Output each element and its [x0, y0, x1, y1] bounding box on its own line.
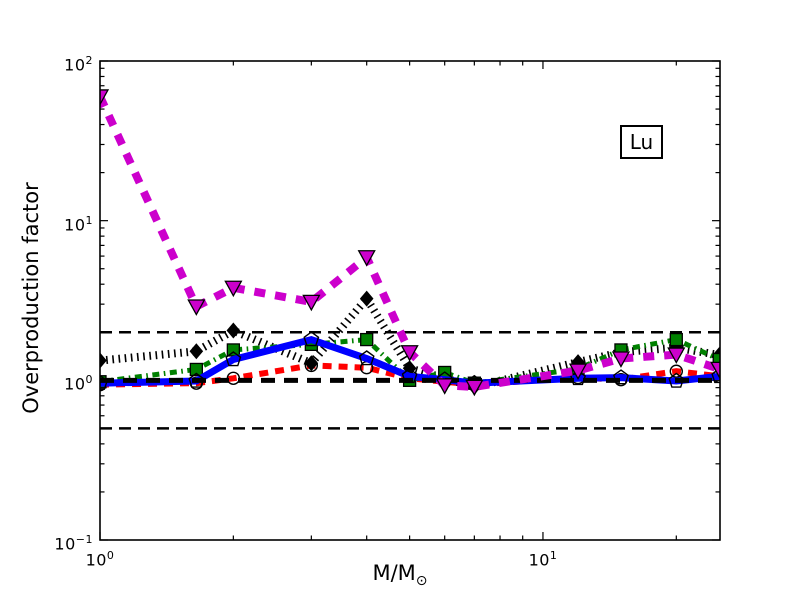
series-line-magenta-dashed — [100, 94, 720, 391]
marker-triangle-down — [302, 294, 321, 312]
marker-triangle-down — [667, 347, 686, 364]
ytick-base: 10 — [64, 374, 86, 394]
marker-square — [360, 332, 374, 347]
ytick-base: 10 — [54, 534, 76, 554]
x-axis-label: M/M⊙ — [372, 561, 427, 589]
marker-pentagon — [358, 350, 375, 366]
element-annotation-text: Lu — [629, 130, 654, 154]
ytick-label-0p1: 10−1 — [29, 528, 93, 555]
y-axis-label: Overproduction factor — [19, 182, 43, 414]
marker-triangle-down — [100, 89, 110, 106]
ytick-base: 10 — [64, 215, 86, 235]
marker-diamond — [304, 355, 319, 372]
marker-triangle-down — [400, 345, 419, 362]
marker-triangle-down — [568, 363, 588, 380]
marker-diamond — [189, 343, 204, 360]
marker-diamond — [359, 290, 374, 307]
marker-square — [669, 332, 683, 347]
ytick-label-10: 101 — [29, 209, 93, 236]
ytick-exp: 2 — [85, 54, 93, 67]
marker-pentagon — [612, 369, 629, 385]
xtick-label-10: 101 — [503, 544, 583, 571]
ytick-base: 10 — [64, 55, 86, 75]
marker-diamond — [100, 352, 107, 369]
x-axis-label-text: M/M — [372, 560, 416, 585]
ytick-exp: 0 — [85, 373, 93, 386]
marker-pentagon — [303, 331, 320, 347]
marker-diamond — [571, 354, 585, 371]
ytick-label-100: 102 — [29, 49, 93, 76]
ytick-exp: −1 — [75, 533, 93, 546]
marker-pentagon — [711, 367, 720, 384]
marker-triangle-down — [435, 378, 454, 395]
marker-triangle-down — [611, 351, 631, 368]
marker-triangle-down — [224, 280, 243, 298]
plot-border — [99, 60, 721, 541]
marker-triangle-down — [357, 250, 376, 267]
xtick-exp: 0 — [106, 549, 115, 562]
xtick-exp: 1 — [549, 549, 558, 562]
marker-triangle-down — [187, 299, 206, 316]
xtick-base: 10 — [85, 550, 107, 570]
solar-mass-symbol: ⊙ — [415, 573, 428, 590]
xtick-label-1: 100 — [60, 544, 140, 571]
element-annotation-box: Lu — [620, 125, 663, 159]
marker-square — [226, 343, 240, 357]
xtick-base: 10 — [528, 550, 550, 570]
marker-triangle-down — [465, 379, 484, 397]
ytick-exp: 1 — [85, 214, 93, 227]
marker-pentagon — [225, 351, 242, 367]
marker-square — [189, 362, 203, 377]
marker-circle — [669, 364, 684, 378]
marker-diamond — [226, 322, 241, 339]
ytick-label-1: 100 — [29, 368, 93, 395]
